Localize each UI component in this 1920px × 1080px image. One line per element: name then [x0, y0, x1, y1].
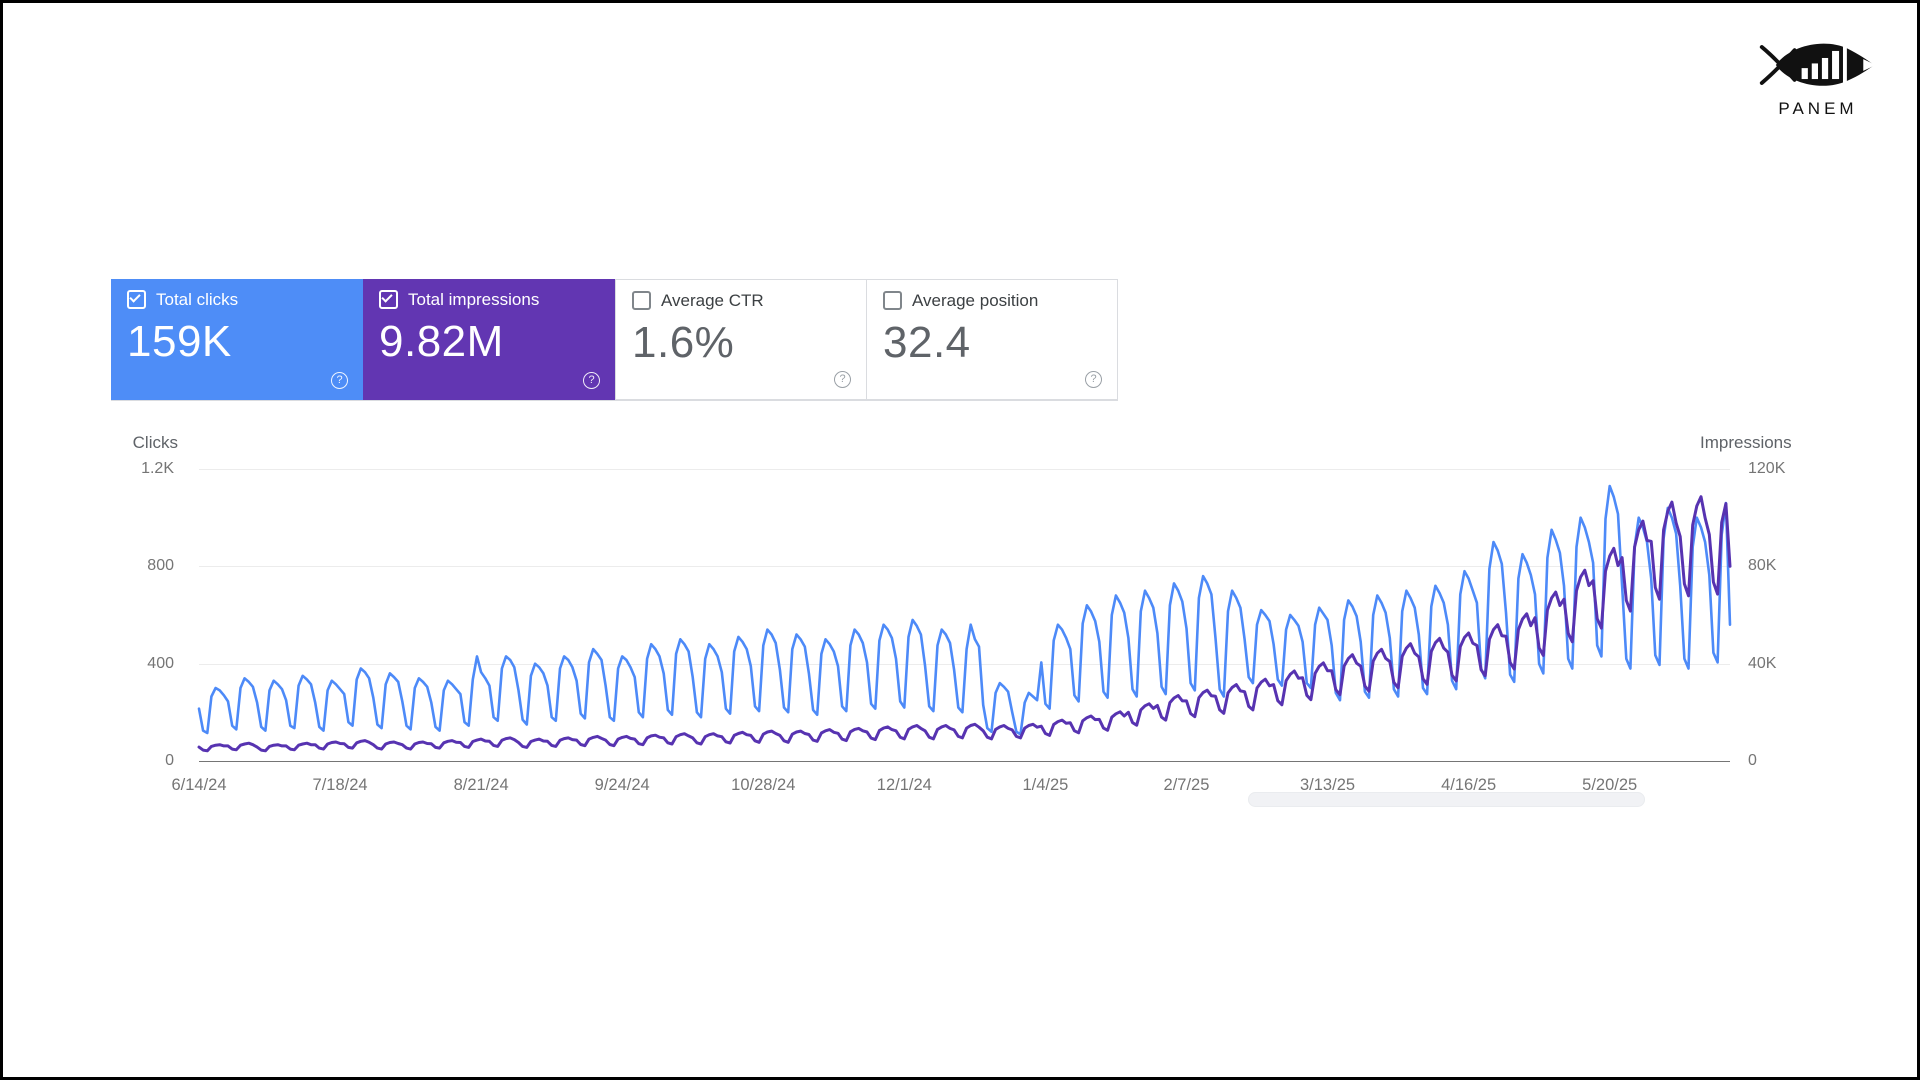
right-axis-tick: 40K — [1748, 654, 1777, 672]
left-axis-tick: 800 — [147, 557, 174, 575]
fish-barchart-icon — [1759, 42, 1876, 88]
x-axis-tick: 6/14/24 — [171, 776, 227, 794]
help-icon[interactable]: ? — [583, 372, 600, 389]
x-axis-line — [199, 761, 1730, 762]
total-impressions-checkbox[interactable] — [379, 290, 398, 309]
x-axis-tick: 2/7/25 — [1163, 776, 1210, 794]
total-clicks-checkbox[interactable] — [127, 290, 146, 309]
average-position-value: 32.4 — [883, 318, 971, 367]
x-axis-tick: 12/1/24 — [876, 776, 932, 794]
clicks-line — [197, 484, 1732, 736]
card-average-ctr[interactable]: Average CTR 1.6% ? — [615, 279, 867, 400]
x-axis-tick: 4/16/25 — [1441, 776, 1497, 794]
impressions-line — [197, 495, 1732, 753]
card-average-position[interactable]: Average position 32.4 ? — [866, 279, 1118, 400]
chart-lines — [197, 484, 1732, 753]
left-axis-tick: 0 — [165, 752, 174, 769]
x-axis-tick: 7/18/24 — [312, 776, 368, 794]
x-axis-tick: 9/24/24 — [594, 776, 650, 794]
average-ctr-checkbox[interactable] — [632, 291, 651, 310]
chart-scrollbar[interactable] — [1248, 792, 1645, 807]
right-axis-title: Impressions — [1700, 433, 1792, 452]
card-label: Total impressions — [408, 290, 540, 309]
average-ctr-value: 1.6% — [632, 318, 735, 367]
x-axis-tick: 1/4/25 — [1022, 776, 1069, 794]
right-axis-tick: 80K — [1748, 557, 1777, 575]
metric-cards-row: Total clicks 159K ? Total impressions 9.… — [111, 279, 1118, 401]
card-label: Average CTR — [661, 291, 764, 310]
x-axis-ticks: 6/14/24 7/18/24 8/21/24 9/24/24 10/28/24 12/1… — [171, 776, 1730, 796]
panem-logo: PANEM — [1745, 33, 1891, 119]
gridline — [199, 469, 1730, 470]
brand-text: PANEM — [1778, 99, 1858, 118]
left-axis-tick: 400 — [147, 654, 174, 672]
right-axis-tick: 0 — [1748, 752, 1757, 769]
right-axis-tick: 120K — [1748, 460, 1786, 477]
average-position-checkbox[interactable] — [883, 291, 902, 310]
left-axis-tick: 1.2K — [141, 460, 174, 477]
performance-chart[interactable]: 1.2K 800 400 0 120K 80K 40K 0 6/14/24 7/1… — [141, 460, 1785, 794]
x-axis-tick: 8/21/24 — [453, 776, 509, 794]
total-clicks-value: 159K — [127, 317, 232, 366]
card-label: Average position — [912, 291, 1039, 310]
x-axis-tick: 10/28/24 — [731, 776, 796, 794]
left-axis-title: Clicks — [132, 433, 178, 452]
card-label: Total clicks — [156, 290, 239, 309]
help-icon[interactable]: ? — [834, 371, 851, 388]
card-total-clicks[interactable]: Total clicks 159K ? — [111, 279, 363, 400]
card-total-impressions[interactable]: Total impressions 9.82M ? — [363, 279, 615, 400]
help-icon[interactable]: ? — [331, 372, 348, 389]
help-icon[interactable]: ? — [1085, 371, 1102, 388]
x-axis-tick: 3/13/25 — [1300, 776, 1356, 794]
x-axis-tick: 5/20/25 — [1582, 776, 1638, 794]
total-impressions-value: 9.82M — [379, 317, 504, 366]
gridline — [199, 566, 1730, 568]
